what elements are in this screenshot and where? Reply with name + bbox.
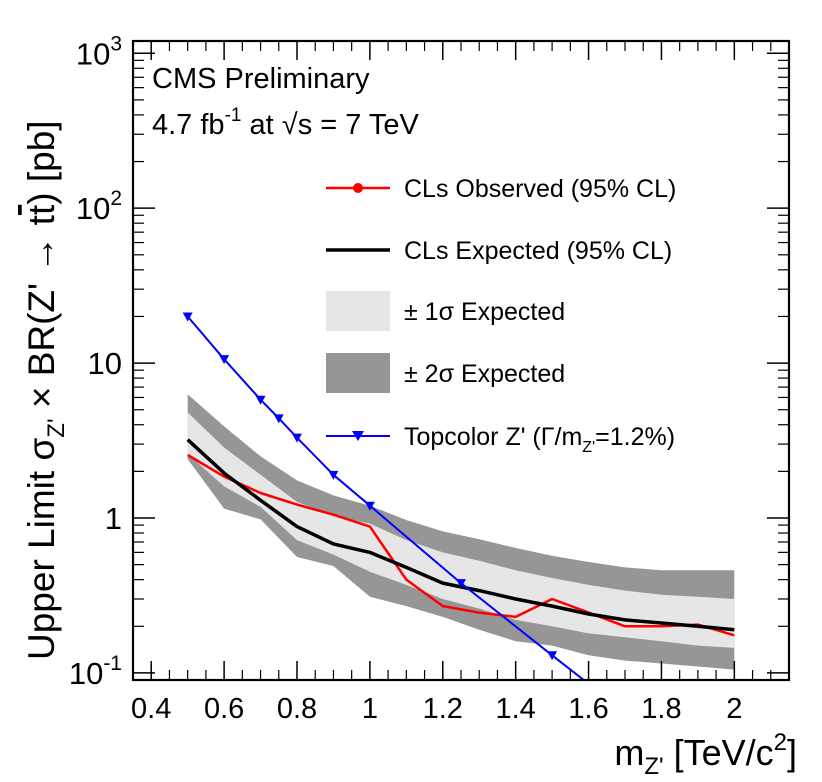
legend-observed-marker bbox=[353, 183, 363, 193]
limit-curves bbox=[182, 312, 735, 680]
x-tick-label: 1 bbox=[362, 693, 378, 725]
topcolor-point bbox=[328, 470, 339, 480]
y-tick-label: 10 bbox=[88, 346, 122, 381]
y-tick-base: 10 bbox=[69, 656, 103, 691]
y-tick-exponent: -1 bbox=[103, 652, 122, 675]
legend-1sigma-swatch bbox=[326, 291, 390, 331]
y-tick-base: 10 bbox=[76, 36, 110, 71]
legend-1sigma-label: ± 1σ Expected bbox=[404, 298, 565, 326]
energy-text: s = 7 TeV bbox=[298, 109, 420, 141]
x-axis-label-sub: Z' bbox=[644, 753, 663, 780]
y-tick-exponent: 2 bbox=[110, 187, 122, 210]
legend-observed-label: CLs Observed (95% CL) bbox=[404, 175, 676, 203]
legend: CLs Observed (95% CL) CLs Expected (95% … bbox=[326, 175, 676, 456]
chart-title: CMS Preliminary bbox=[152, 63, 370, 95]
legend-topcolor-main: Topcolor Z' (Γ/m bbox=[404, 423, 582, 451]
legend-topcolor-sub: Z' bbox=[582, 439, 595, 456]
x-axis-label-main: m bbox=[614, 732, 644, 773]
axis-ticks bbox=[132, 41, 790, 681]
topcolor-point bbox=[182, 312, 193, 322]
topcolor-line bbox=[186, 315, 586, 680]
y-tick-base: 10 bbox=[88, 346, 122, 381]
topcolor-point bbox=[219, 355, 230, 365]
observed-limit-line bbox=[187, 453, 735, 637]
y-axis-label-d: t bbox=[21, 204, 62, 215]
expected-bands bbox=[187, 394, 735, 670]
sqrt-symbol: √ bbox=[282, 109, 298, 141]
topcolor-point bbox=[273, 414, 284, 424]
topcolor-point bbox=[292, 433, 302, 443]
y-tick-label: 102 bbox=[76, 187, 122, 226]
y-axis-label-c: × BR(Z' → t bbox=[21, 214, 62, 418]
at-text: at bbox=[241, 109, 281, 141]
x-tick-label: 1.6 bbox=[568, 693, 608, 725]
x-tick-label: 0.6 bbox=[204, 693, 244, 725]
band-1sigma bbox=[187, 412, 735, 648]
y-tick-exponent: 3 bbox=[110, 32, 122, 55]
x-axis-label-rest: [TeV/c bbox=[664, 732, 774, 773]
legend-topcolor-marker bbox=[352, 431, 364, 441]
legend-topcolor-label: Topcolor Z' (Γ/mZ'=1.2%) bbox=[404, 423, 675, 456]
x-tick-label: 1.2 bbox=[423, 693, 463, 725]
topcolor-point bbox=[456, 579, 466, 589]
y-tick-label: 1 bbox=[105, 501, 122, 536]
y-axis-label-e: ) [pb] bbox=[21, 120, 62, 204]
topcolor-point bbox=[364, 501, 375, 511]
lumi-text: 4.7 fb bbox=[152, 109, 225, 141]
x-axis-label: mZ' [TeV/c2] bbox=[614, 729, 797, 780]
x-tick-label: 0.4 bbox=[131, 693, 171, 725]
plot-frame bbox=[131, 39, 791, 682]
legend-topcolor-end: =1.2%) bbox=[595, 423, 675, 451]
y-tick-label: 103 bbox=[76, 32, 122, 71]
y-tick-label: 10-1 bbox=[69, 652, 122, 691]
topcolor-point bbox=[255, 395, 266, 405]
y-axis-label-a: Upper Limit σ bbox=[21, 438, 62, 660]
x-tick-label: 1.4 bbox=[496, 693, 536, 725]
x-tick-label: 0.8 bbox=[277, 693, 317, 725]
chart-subtitle: 4.7 fb-1 at √s = 7 TeV bbox=[152, 105, 420, 141]
legend-2sigma-label: ± 2σ Expected bbox=[404, 360, 565, 388]
topcolor-point bbox=[547, 651, 558, 661]
legend-expected-label: CLs Expected (95% CL) bbox=[404, 237, 672, 265]
y-tick-base: 1 bbox=[105, 501, 122, 536]
x-axis-label-sup: 2 bbox=[774, 729, 787, 756]
x-axis-label-end: ] bbox=[787, 732, 797, 773]
y-tick-base: 10 bbox=[76, 191, 110, 226]
lumi-exponent: -1 bbox=[225, 105, 242, 126]
legend-2sigma-swatch bbox=[326, 353, 390, 393]
x-tick-label: 1.8 bbox=[641, 693, 681, 725]
y-axis-label: Upper Limit σZ' × BR(Z' → tt) [pb] bbox=[21, 120, 70, 660]
y-axis-label-b: Z' bbox=[43, 418, 70, 437]
x-tick-label: 2 bbox=[726, 693, 742, 725]
